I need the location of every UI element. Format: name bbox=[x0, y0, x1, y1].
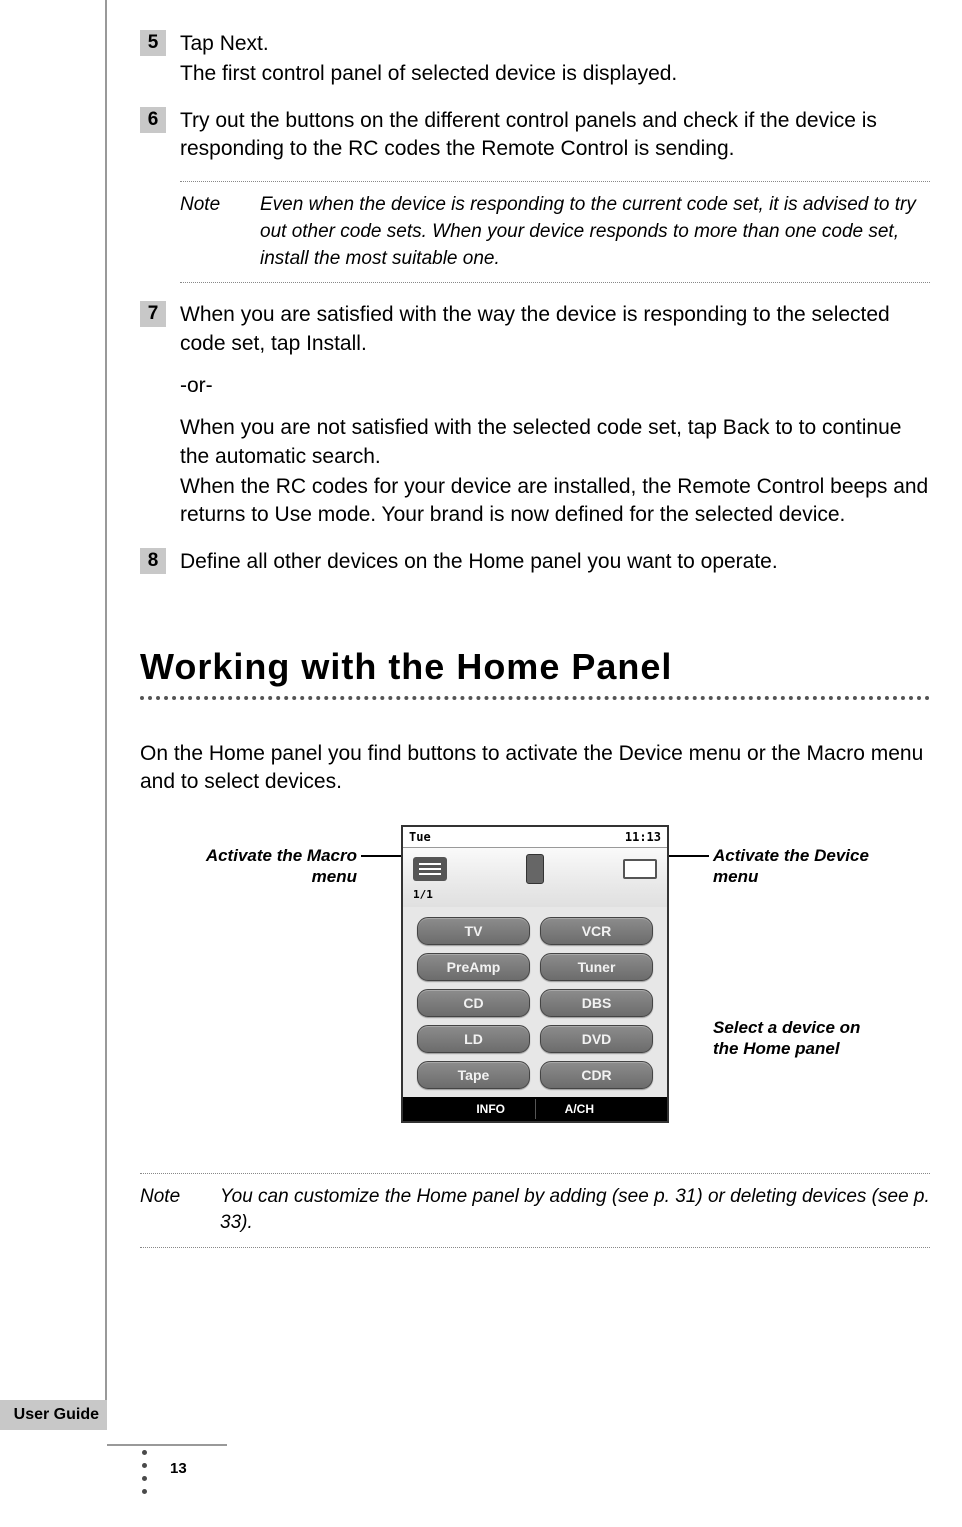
step-6: 6 Try out the buttons on the different c… bbox=[140, 107, 930, 164]
callout-right-group: Activate the Device menu Select a device… bbox=[709, 825, 873, 1060]
device-button-cd: CD bbox=[417, 989, 530, 1017]
topbar-day: Tue bbox=[409, 830, 431, 844]
callout-line bbox=[669, 855, 709, 857]
callout-line bbox=[361, 855, 401, 857]
section-heading: Working with the Home Panel bbox=[140, 646, 930, 688]
left-margin-rule bbox=[105, 0, 107, 1430]
macro-menu-icon bbox=[413, 857, 447, 881]
footer-dots bbox=[142, 1450, 147, 1494]
device-screenshot: Tue 11:13 1/1 TV VCR PreAmp Tuner CD DBS… bbox=[401, 825, 669, 1123]
figure: Activate the Macro menu Tue 11:13 1/1 TV… bbox=[140, 825, 930, 1123]
footer-label: User Guide bbox=[0, 1400, 107, 1430]
footer-rule bbox=[107, 1444, 227, 1446]
bottom-info: INFO bbox=[447, 1099, 535, 1119]
step-title: Tap Next. bbox=[180, 30, 930, 58]
page-content: 5 Tap Next. The first control panel of s… bbox=[140, 30, 930, 1266]
device-button-vcr: VCR bbox=[540, 917, 653, 945]
bottom-avch: A/CH bbox=[536, 1099, 624, 1119]
note-block: Note Even when the device is responding … bbox=[180, 181, 930, 283]
device-button-tuner: Tuner bbox=[540, 953, 653, 981]
screen-topbar: Tue 11:13 bbox=[403, 827, 667, 848]
device-button-dvd: DVD bbox=[540, 1025, 653, 1053]
callout-device-menu: Activate the Device menu bbox=[713, 845, 873, 888]
spacer bbox=[623, 1099, 667, 1119]
intro-text: On the Home panel you find buttons to ac… bbox=[140, 740, 930, 797]
spacer bbox=[403, 1099, 447, 1119]
note-text: You can customize the Home panel by addi… bbox=[220, 1184, 930, 1237]
step-body: Tap Next. The first control panel of sel… bbox=[180, 30, 930, 89]
page-indicator: 1/1 bbox=[403, 886, 667, 907]
step-para: When the RC codes for your device are in… bbox=[180, 473, 930, 530]
dotted-rule bbox=[140, 696, 930, 700]
topbar-time: 11:13 bbox=[625, 830, 661, 844]
screen-iconrow bbox=[403, 848, 667, 886]
step-body: When you are satisfied with the way the … bbox=[180, 301, 930, 529]
device-button-cdr: CDR bbox=[540, 1061, 653, 1089]
step-body: Define all other devices on the Home pan… bbox=[180, 548, 930, 576]
callout-select-device: Select a device on the Home panel bbox=[713, 1017, 873, 1060]
step-number: 7 bbox=[140, 301, 166, 327]
device-menu-icon bbox=[623, 859, 657, 879]
step-detail: The first control panel of selected devi… bbox=[180, 60, 930, 88]
note-label: Note bbox=[140, 1184, 220, 1237]
note-label: Note bbox=[180, 192, 260, 272]
device-button-tape: Tape bbox=[417, 1061, 530, 1089]
device-button-ld: LD bbox=[417, 1025, 530, 1053]
device-button-grid: TV VCR PreAmp Tuner CD DBS LD DVD Tape C… bbox=[403, 907, 667, 1097]
device-button-tv: TV bbox=[417, 917, 530, 945]
page-number: 13 bbox=[170, 1460, 187, 1477]
screen-bottom-bar: INFO A/CH bbox=[403, 1097, 667, 1121]
device-button-preamp: PreAmp bbox=[417, 953, 530, 981]
step-body: Try out the buttons on the different con… bbox=[180, 107, 930, 164]
step-7: 7 When you are satisfied with the way th… bbox=[140, 301, 930, 529]
note-block: Note You can customize the Home panel by… bbox=[140, 1173, 930, 1248]
note-text: Even when the device is responding to th… bbox=[260, 192, 930, 272]
step-para: When you are not satisfied with the sele… bbox=[180, 414, 930, 471]
remote-icon bbox=[526, 854, 544, 884]
step-para: When you are satisfied with the way the … bbox=[180, 301, 930, 358]
callout-macro-menu: Activate the Macro menu bbox=[197, 845, 357, 888]
step-number: 6 bbox=[140, 107, 166, 133]
device-button-dbs: DBS bbox=[540, 989, 653, 1017]
step-number: 5 bbox=[140, 30, 166, 56]
step-number: 8 bbox=[140, 548, 166, 574]
step-5: 5 Tap Next. The first control panel of s… bbox=[140, 30, 930, 89]
step-or: -or- bbox=[180, 372, 930, 400]
step-8: 8 Define all other devices on the Home p… bbox=[140, 548, 930, 576]
